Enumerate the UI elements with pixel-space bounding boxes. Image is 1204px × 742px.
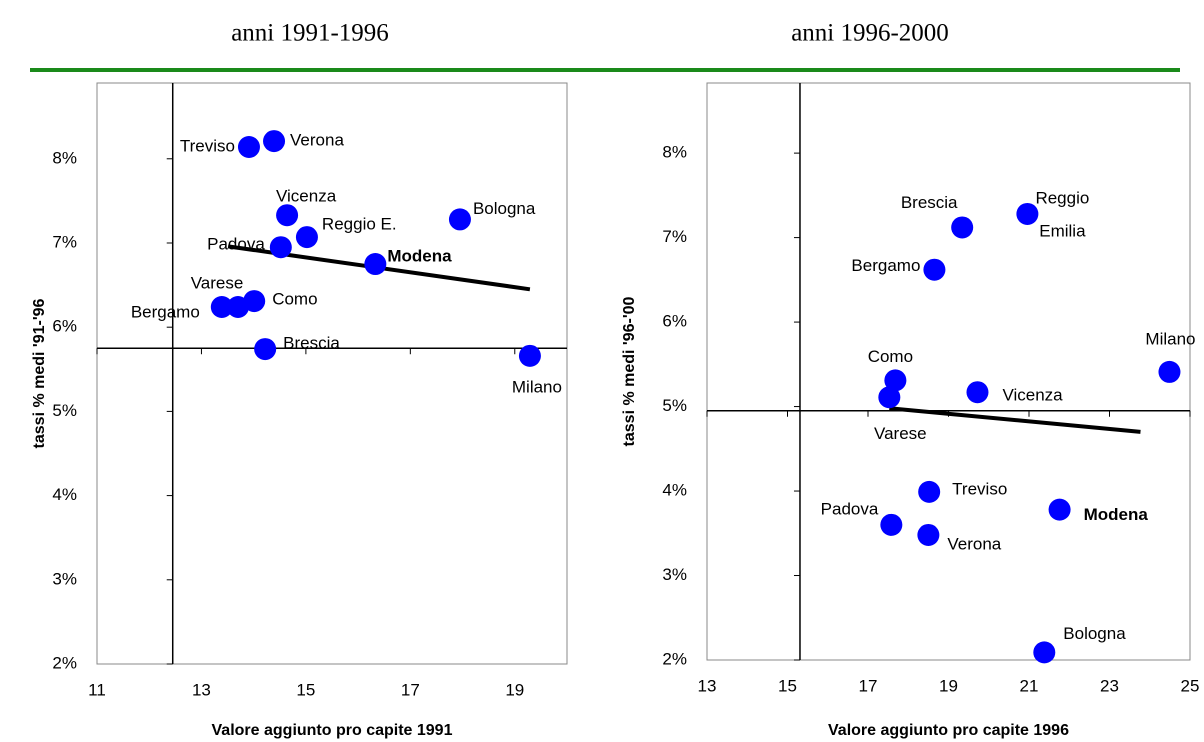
- point-label: Bergamo: [131, 302, 200, 321]
- x-tick-label: 25: [1181, 676, 1200, 695]
- point: [210, 295, 233, 318]
- point: [918, 480, 941, 503]
- point: [917, 523, 940, 546]
- plot-frame: [706, 82, 1191, 661]
- x-tick-label: 19: [505, 680, 524, 699]
- point: [364, 253, 387, 276]
- y-tick-label: 2%: [662, 649, 687, 668]
- point: [966, 381, 989, 404]
- x-tick-label: 13: [192, 680, 211, 699]
- point-label: Varese: [191, 273, 244, 292]
- point: [923, 258, 946, 281]
- point: [295, 226, 318, 249]
- y-tick-label: 8%: [662, 143, 687, 162]
- point: [269, 236, 292, 259]
- point-label: Padova: [821, 499, 879, 518]
- point-label: Bologna: [1063, 624, 1126, 643]
- point: [518, 344, 541, 367]
- x-tick-label: 15: [296, 680, 315, 699]
- point-label: Padova: [207, 235, 265, 254]
- point: [1033, 641, 1056, 664]
- point: [448, 208, 471, 231]
- point-label: Bergamo: [851, 256, 920, 275]
- x-tick-label: 17: [859, 676, 878, 695]
- point-label: Verona: [947, 534, 1001, 553]
- x-tick-label: 21: [1020, 676, 1039, 695]
- y-tick-label: 3%: [662, 565, 687, 584]
- chart-title: anni 1996-2000: [791, 20, 949, 47]
- point: [1048, 498, 1071, 521]
- point-label: Reggio E.: [322, 215, 397, 234]
- point: [243, 290, 266, 313]
- point-label: Modena: [1084, 505, 1149, 524]
- point-label: Verona: [290, 131, 344, 150]
- y-tick-label: 3%: [52, 569, 77, 588]
- point: [237, 135, 260, 158]
- chart-title: anni 1991-1996: [231, 20, 389, 47]
- point: [263, 130, 286, 153]
- y-tick-label: 5%: [52, 401, 77, 420]
- y-axis-title: tassi % medi '96-'00: [621, 296, 638, 446]
- y-tick-label: 8%: [52, 148, 77, 167]
- point-label: Vicenza: [276, 187, 337, 206]
- y-tick-label: 7%: [662, 227, 687, 246]
- point-label: Modena: [387, 247, 452, 266]
- point-label: Milano: [512, 377, 562, 396]
- x-axis-title: Valore aggiunto pro capite 1991: [212, 722, 453, 739]
- plot-frame: [96, 82, 568, 665]
- x-axis-title: Valore aggiunto pro capite 1996: [828, 722, 1069, 739]
- y-tick-label: 6%: [52, 317, 77, 336]
- point: [951, 216, 974, 239]
- point-label: Vicenza: [1002, 386, 1063, 405]
- point-label: Emilia: [1039, 221, 1086, 240]
- x-tick-label: 13: [698, 676, 717, 695]
- x-tick-label: 11: [88, 680, 106, 699]
- point-label: Bologna: [473, 199, 536, 218]
- point: [884, 369, 907, 392]
- point-label: Varese: [874, 424, 927, 443]
- y-tick-label: 4%: [52, 485, 77, 504]
- point: [1016, 202, 1039, 225]
- point-label: Como: [868, 347, 913, 366]
- y-tick-label: 2%: [52, 653, 77, 672]
- point: [254, 338, 277, 361]
- x-tick-label: 19: [939, 676, 958, 695]
- y-tick-label: 4%: [662, 481, 687, 500]
- point-label: Brescia: [283, 334, 340, 353]
- point-label: Treviso: [180, 136, 235, 155]
- point-label: Treviso: [952, 479, 1007, 498]
- point-label: Brescia: [901, 193, 958, 212]
- point-label: Como: [272, 290, 317, 309]
- x-tick-label: 15: [778, 676, 797, 695]
- x-tick-label: 23: [1100, 676, 1119, 695]
- point-label: Reggio: [1035, 188, 1089, 207]
- y-tick-label: 5%: [662, 396, 687, 415]
- x-tick-label: 17: [401, 680, 420, 699]
- point: [878, 386, 901, 409]
- y-tick-label: 6%: [662, 312, 687, 331]
- point: [880, 513, 903, 536]
- y-tick-label: 7%: [52, 232, 77, 251]
- y-axis-title: tassi % medi '91-'96: [31, 298, 48, 448]
- point: [1158, 360, 1181, 383]
- trendline: [889, 406, 1141, 434]
- point: [276, 204, 299, 227]
- point-label: Milano: [1145, 329, 1195, 348]
